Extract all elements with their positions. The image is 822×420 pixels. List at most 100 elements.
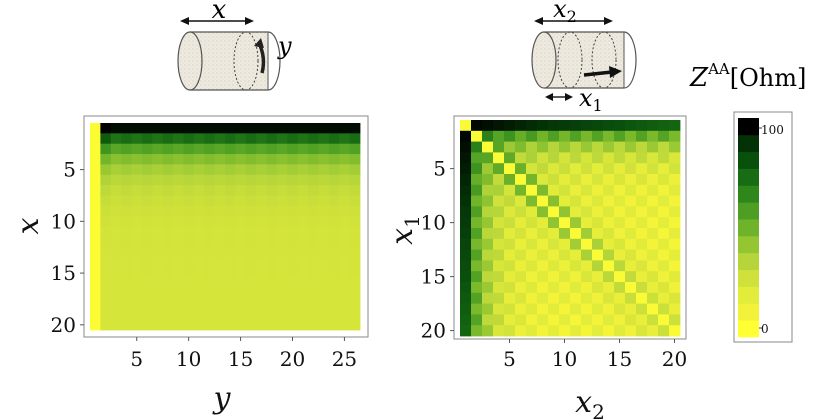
heatmap-cell xyxy=(183,185,195,196)
heatmap-cell xyxy=(287,257,299,269)
heatmap-cell xyxy=(235,309,247,321)
heatmap-cell xyxy=(297,226,309,238)
heatmap-cell xyxy=(183,298,195,310)
heatmap-cell xyxy=(328,288,340,300)
heatmap-cell xyxy=(90,154,101,165)
heatmap-cell xyxy=(266,154,278,165)
heatmap-cell xyxy=(515,238,527,250)
heatmap-cell xyxy=(658,260,670,272)
heatmap-cell xyxy=(308,205,319,217)
heatmap-cell xyxy=(173,278,184,289)
heatmap-cell xyxy=(471,303,483,315)
heatmap-cell xyxy=(647,314,659,326)
heatmap-cell xyxy=(141,257,153,269)
heatmap-cell xyxy=(110,247,122,258)
right-x-axis-label: x2 xyxy=(575,385,605,420)
heatmap-cell xyxy=(581,120,593,132)
heatmap-cell xyxy=(276,123,288,134)
heatmap-cell xyxy=(504,174,516,186)
heatmap-cell xyxy=(162,309,174,321)
heatmap-cell xyxy=(493,130,505,142)
heatmap-cell xyxy=(121,205,132,217)
heatmap-cell xyxy=(493,174,505,186)
heatmap-cell xyxy=(121,236,132,248)
heatmap-cell xyxy=(131,143,143,155)
heatmap-cell xyxy=(592,141,604,153)
heatmap-cell xyxy=(308,257,319,269)
heatmap-cell xyxy=(548,303,560,315)
heatmap-cell xyxy=(460,174,472,186)
heatmap-cell xyxy=(297,133,309,145)
heatmap-cell xyxy=(131,185,143,196)
heatmap-cell xyxy=(235,174,247,186)
left-x-axis-label: y xyxy=(212,381,232,416)
heatmap-cell xyxy=(90,174,101,186)
heatmap-cell xyxy=(526,260,538,272)
heatmap-cell xyxy=(131,174,143,186)
heatmap-cell xyxy=(173,236,184,248)
heatmap-cell xyxy=(625,130,637,142)
heatmap-cell xyxy=(287,154,299,165)
heatmap-cell xyxy=(193,247,205,258)
heatmap-cell xyxy=(471,163,483,175)
heatmap-cell xyxy=(173,247,184,258)
heatmap-cell xyxy=(100,154,112,165)
heatmap-cell xyxy=(493,249,505,261)
heatmap-cell xyxy=(90,216,101,227)
heatmap-cell xyxy=(214,267,226,279)
heatmap-cell xyxy=(328,267,340,279)
heatmap-cell xyxy=(460,141,472,153)
heatmap-cell xyxy=(183,319,195,331)
heatmap-cell xyxy=(287,164,299,176)
heatmap-cell xyxy=(460,271,472,283)
heatmap-cell xyxy=(471,174,483,186)
heatmap-cell xyxy=(570,217,582,229)
heatmap-cell xyxy=(460,303,472,315)
heatmap-cell xyxy=(328,236,340,248)
heatmap-cell xyxy=(636,163,648,175)
heatmap-cell xyxy=(266,123,278,134)
heatmap-cell xyxy=(603,325,615,337)
heatmap-cell xyxy=(592,174,604,186)
heatmap-cell xyxy=(570,174,582,186)
heatmap-cell xyxy=(162,257,174,269)
heatmap-cell xyxy=(526,303,538,315)
heatmap-cell xyxy=(235,247,247,258)
heatmap-cell xyxy=(339,164,351,176)
heatmap-cell xyxy=(647,260,659,272)
heatmap-cell xyxy=(614,249,626,261)
heatmap-cell xyxy=(131,226,143,238)
heatmap-cell xyxy=(297,298,309,310)
heatmap-cell xyxy=(141,133,153,145)
heatmap-cell xyxy=(90,195,101,207)
heatmap-cell xyxy=(669,163,681,175)
heatmap-cell xyxy=(339,123,351,134)
heatmap-cell xyxy=(349,236,361,248)
heatmap-cell xyxy=(636,249,648,261)
heatmap-cell xyxy=(152,278,164,289)
heatmap-cell xyxy=(658,184,670,196)
right-heatmap-cells xyxy=(460,120,681,337)
heatmap-cell xyxy=(339,216,351,227)
heatmap-cell xyxy=(152,226,164,238)
heatmap-cell xyxy=(318,288,330,300)
heatmap-cell xyxy=(276,174,288,186)
heatmap-cell xyxy=(515,325,527,337)
heatmap-cell xyxy=(318,298,330,310)
heatmap-cell xyxy=(225,226,236,238)
heatmap-cell xyxy=(636,271,648,283)
heatmap-cell xyxy=(245,298,257,310)
heatmap-cell xyxy=(669,130,681,142)
heatmap-cell xyxy=(110,236,122,248)
heatmap-cell xyxy=(526,184,538,196)
heatmap-cell xyxy=(504,238,516,250)
heatmap-cell xyxy=(204,205,216,217)
heatmap-cell xyxy=(162,205,174,217)
heatmap-cell xyxy=(658,217,670,229)
heatmap-cell xyxy=(121,154,132,165)
heatmap-cell xyxy=(581,282,593,294)
heatmap-cell xyxy=(328,216,340,227)
heatmap-cell xyxy=(204,123,216,134)
heatmap-cell xyxy=(256,309,267,321)
